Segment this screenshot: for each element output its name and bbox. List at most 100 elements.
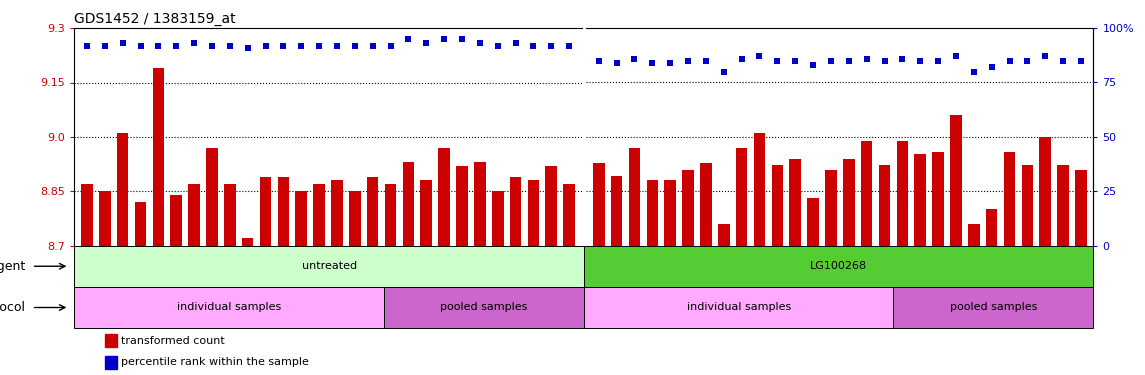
Bar bbox=[932, 152, 943, 246]
Point bbox=[167, 42, 185, 48]
Point bbox=[256, 42, 275, 48]
Bar bbox=[242, 238, 253, 246]
Bar bbox=[629, 148, 640, 246]
Bar bbox=[950, 115, 962, 246]
Point bbox=[911, 58, 930, 64]
Bar bbox=[584, 287, 893, 328]
Bar bbox=[700, 163, 712, 246]
Bar bbox=[584, 246, 1093, 287]
Point bbox=[822, 58, 840, 64]
Bar bbox=[1075, 170, 1087, 246]
Point bbox=[346, 42, 364, 48]
Bar bbox=[1057, 165, 1069, 246]
Point bbox=[964, 69, 982, 75]
Point bbox=[78, 42, 96, 48]
Bar bbox=[385, 184, 396, 246]
Bar bbox=[188, 184, 200, 246]
Point bbox=[625, 56, 643, 62]
Bar bbox=[1021, 165, 1033, 246]
Point bbox=[733, 56, 751, 62]
Bar bbox=[1004, 152, 1016, 246]
Point bbox=[787, 58, 805, 64]
Point bbox=[542, 42, 560, 48]
Bar bbox=[366, 177, 379, 246]
Point bbox=[471, 40, 489, 46]
Bar bbox=[682, 170, 694, 246]
Bar bbox=[861, 141, 872, 246]
Bar bbox=[897, 141, 908, 246]
Bar bbox=[1040, 137, 1051, 246]
Text: pooled samples: pooled samples bbox=[440, 303, 528, 312]
Point bbox=[714, 69, 733, 75]
Bar bbox=[349, 191, 361, 246]
Bar bbox=[545, 166, 558, 246]
Bar bbox=[384, 287, 584, 328]
Point bbox=[381, 42, 400, 48]
Bar bbox=[986, 209, 997, 246]
Bar bbox=[878, 165, 891, 246]
Text: individual samples: individual samples bbox=[177, 303, 282, 312]
Point bbox=[238, 45, 256, 51]
Point bbox=[96, 42, 114, 48]
Point bbox=[203, 42, 221, 48]
Bar bbox=[206, 148, 218, 246]
Bar bbox=[528, 180, 539, 246]
Bar bbox=[456, 166, 468, 246]
Bar bbox=[439, 148, 450, 246]
Bar bbox=[117, 133, 128, 246]
Bar bbox=[74, 287, 384, 328]
Point bbox=[1001, 58, 1019, 64]
Bar bbox=[893, 287, 1093, 328]
Bar bbox=[772, 165, 783, 246]
Text: transformed count: transformed count bbox=[121, 336, 226, 345]
Bar bbox=[224, 184, 236, 246]
Point bbox=[400, 36, 418, 42]
Bar bbox=[736, 148, 748, 246]
Bar bbox=[331, 180, 342, 246]
Point bbox=[608, 60, 626, 66]
Bar bbox=[510, 177, 521, 246]
Point bbox=[327, 42, 346, 48]
Point bbox=[292, 42, 310, 48]
Point bbox=[893, 56, 911, 62]
Bar bbox=[593, 163, 605, 246]
Bar bbox=[474, 162, 485, 246]
Bar bbox=[98, 191, 111, 246]
Bar bbox=[968, 224, 980, 246]
Bar bbox=[563, 184, 575, 246]
Point bbox=[435, 36, 453, 42]
Point bbox=[750, 53, 768, 59]
Bar bbox=[295, 191, 307, 246]
Bar bbox=[843, 159, 854, 246]
Point bbox=[560, 42, 578, 48]
Bar bbox=[105, 334, 117, 347]
Bar bbox=[915, 154, 926, 246]
Bar bbox=[664, 180, 676, 246]
Point bbox=[524, 42, 543, 48]
Bar bbox=[610, 176, 623, 246]
Bar bbox=[789, 159, 802, 246]
Text: untreated: untreated bbox=[301, 261, 357, 271]
Point bbox=[858, 56, 876, 62]
Bar bbox=[260, 177, 271, 246]
Bar bbox=[81, 184, 93, 246]
Bar bbox=[135, 202, 147, 246]
Point bbox=[132, 42, 150, 48]
Point bbox=[643, 60, 662, 66]
Text: individual samples: individual samples bbox=[687, 303, 791, 312]
Point bbox=[804, 62, 822, 68]
Point bbox=[506, 40, 524, 46]
Point bbox=[679, 58, 697, 64]
Bar bbox=[105, 356, 117, 369]
Point bbox=[221, 42, 239, 48]
Point bbox=[275, 42, 293, 48]
Point bbox=[310, 42, 329, 48]
Bar bbox=[403, 162, 414, 246]
Bar bbox=[718, 224, 729, 246]
Point bbox=[363, 42, 381, 48]
Bar bbox=[753, 132, 765, 246]
Point bbox=[875, 58, 893, 64]
Point bbox=[1072, 58, 1090, 64]
Point bbox=[1018, 58, 1036, 64]
Point bbox=[590, 58, 608, 64]
